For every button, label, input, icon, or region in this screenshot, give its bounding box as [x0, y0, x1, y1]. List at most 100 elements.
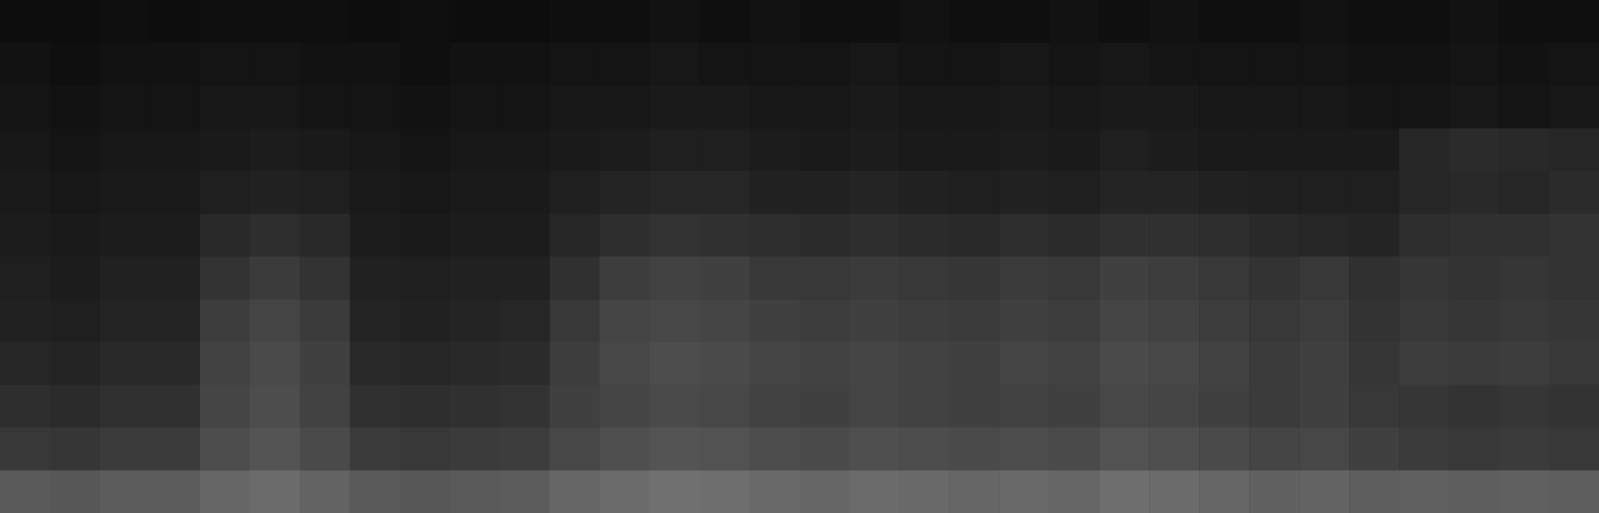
heatmap-cell	[1449, 86, 1499, 129]
heatmap-cell	[1099, 43, 1149, 86]
heatmap-cell	[750, 385, 800, 428]
heatmap-cell	[450, 128, 500, 171]
heatmap-cell	[899, 342, 949, 385]
heatmap-cell	[200, 385, 250, 428]
heatmap-cell	[550, 342, 600, 385]
heatmap-cell	[50, 171, 100, 214]
heatmap-cell	[100, 257, 150, 300]
heatmap-cell	[550, 385, 600, 428]
heatmap-cell	[1449, 128, 1499, 171]
heatmap-cell	[949, 299, 999, 342]
heatmap-cell	[50, 342, 100, 385]
heatmap-cell	[0, 43, 50, 86]
heatmap-cell	[999, 214, 1049, 257]
heatmap-cell	[600, 470, 650, 513]
heatmap-cell	[400, 257, 450, 300]
heatmap-cell	[1549, 385, 1599, 428]
heatmap-cell	[150, 214, 200, 257]
heatmap-cell	[250, 43, 300, 86]
heatmap-cell	[800, 214, 850, 257]
heatmap-cell	[999, 257, 1049, 300]
heatmap-cell	[1249, 214, 1299, 257]
heatmap-cell	[250, 385, 300, 428]
heatmap-cell	[1149, 0, 1199, 43]
heatmap-cell	[1249, 299, 1299, 342]
heatmap-cell	[550, 0, 600, 43]
heatmap-cell	[150, 428, 200, 471]
heatmap-cell	[1349, 86, 1399, 129]
heatmap-cell	[750, 43, 800, 86]
heatmap-cell	[100, 342, 150, 385]
heatmap-cell	[650, 299, 700, 342]
heatmap-cell	[1499, 428, 1549, 471]
heatmap-cell	[849, 214, 899, 257]
heatmap-cell	[1099, 299, 1149, 342]
heatmap-cell	[1399, 257, 1449, 300]
heatmap-cell	[1549, 171, 1599, 214]
heatmap-cell	[300, 257, 350, 300]
heatmap-cell	[750, 0, 800, 43]
heatmap-cell	[1299, 342, 1349, 385]
heatmap-cell	[100, 214, 150, 257]
heatmap-cell	[350, 470, 400, 513]
heatmap-cell	[550, 214, 600, 257]
heatmap-cell	[1149, 257, 1199, 300]
heatmap-cell	[1299, 385, 1349, 428]
heatmap-cell	[1349, 171, 1399, 214]
heatmap-cell	[750, 86, 800, 129]
heatmap-cell	[1149, 428, 1199, 471]
heatmap-cell	[1249, 43, 1299, 86]
heatmap-cell	[999, 299, 1049, 342]
heatmap-cell	[600, 86, 650, 129]
heatmap-cell	[949, 214, 999, 257]
heatmap-cell	[1099, 86, 1149, 129]
heatmap-cell	[999, 86, 1049, 129]
heatmap-cell	[50, 214, 100, 257]
heatmap-cell	[899, 470, 949, 513]
heatmap-cell	[1499, 86, 1549, 129]
heatmap-cell	[700, 171, 750, 214]
heatmap-cell	[550, 128, 600, 171]
heatmap-cell	[899, 214, 949, 257]
heatmap-cell	[1549, 342, 1599, 385]
heatmap-cell	[849, 428, 899, 471]
heatmap-cell	[999, 470, 1049, 513]
heatmap-cell	[1449, 43, 1499, 86]
heatmap-cell	[899, 385, 949, 428]
heatmap-cell	[450, 257, 500, 300]
heatmap-cell	[150, 128, 200, 171]
heatmap-cell	[1299, 0, 1349, 43]
heatmap-cell	[1049, 214, 1099, 257]
heatmap-cell	[450, 171, 500, 214]
heatmap-cell	[300, 0, 350, 43]
heatmap-cell	[100, 385, 150, 428]
heatmap-cell	[800, 43, 850, 86]
heatmap-cell	[200, 214, 250, 257]
heatmap-cell	[1049, 257, 1099, 300]
heatmap-cell	[800, 342, 850, 385]
heatmap-cell	[650, 86, 700, 129]
heatmap-cell	[550, 470, 600, 513]
heatmap-cell	[500, 171, 550, 214]
heatmap-cell	[550, 428, 600, 471]
heatmap-cell	[999, 0, 1049, 43]
heatmap-cell	[550, 43, 600, 86]
heatmap-cell	[350, 299, 400, 342]
heatmap-cell	[899, 0, 949, 43]
heatmap-cell	[750, 299, 800, 342]
heatmap-cell	[800, 299, 850, 342]
heatmap-cell	[0, 428, 50, 471]
heatmap-cell	[1099, 342, 1149, 385]
heatmap-cell	[150, 385, 200, 428]
heatmap-cell	[450, 342, 500, 385]
heatmap-cell	[200, 342, 250, 385]
heatmap-cell	[150, 299, 200, 342]
heatmap-cell	[200, 470, 250, 513]
heatmap-cell	[650, 342, 700, 385]
heatmap-cell	[1549, 470, 1599, 513]
heatmap-cell	[1449, 342, 1499, 385]
heatmap-cell	[650, 43, 700, 86]
heatmap-cell	[1199, 171, 1249, 214]
heatmap-cell	[50, 428, 100, 471]
heatmap-cell	[700, 299, 750, 342]
